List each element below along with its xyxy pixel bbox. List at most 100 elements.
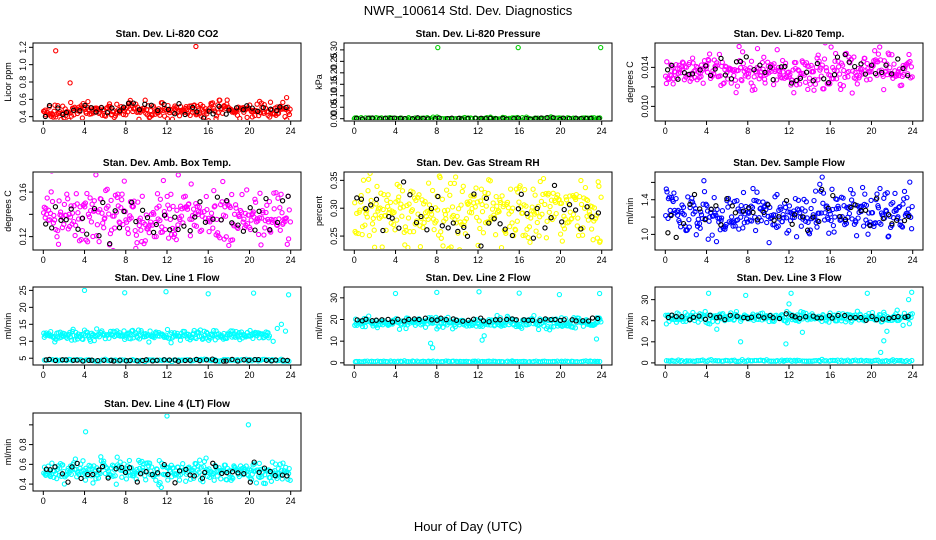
data-point	[880, 316, 886, 322]
data-point	[108, 197, 114, 204]
data-point	[739, 77, 745, 84]
data-point	[784, 357, 790, 363]
data-point	[149, 471, 155, 478]
y-tick-label: 0.30	[329, 199, 339, 217]
data-point	[363, 206, 369, 212]
data-point	[815, 77, 821, 83]
data-point	[565, 200, 572, 207]
y-axis-label: degrees C	[3, 190, 13, 232]
data-point	[252, 196, 258, 202]
data-point	[722, 226, 728, 232]
data-point	[161, 461, 167, 468]
data-point	[665, 314, 671, 321]
data-point	[247, 102, 253, 108]
data-point	[99, 112, 105, 118]
data-point	[433, 218, 439, 224]
data-point	[464, 233, 471, 239]
data-point	[808, 62, 814, 69]
data-point	[761, 209, 767, 216]
data-point	[762, 80, 768, 86]
data-point	[729, 203, 735, 209]
data-point	[482, 189, 488, 196]
scatter-points	[351, 44, 604, 120]
data-point	[451, 180, 458, 187]
data-point	[104, 110, 111, 116]
data-point	[172, 357, 178, 363]
data-point	[460, 318, 466, 324]
data-point	[353, 115, 360, 120]
data-point	[544, 218, 550, 224]
data-point	[687, 317, 693, 323]
data-point	[285, 236, 292, 242]
data-point	[582, 184, 589, 191]
data-point	[548, 215, 554, 221]
data-point	[881, 338, 887, 344]
data-point	[738, 202, 744, 209]
data-point	[504, 358, 511, 364]
data-point	[487, 115, 494, 120]
panel-grid: Stan. Dev. Li-820 CO2 0 4 8 12 16 20 24 0.4 0.6 0.…	[3, 29, 924, 506]
data-point	[425, 180, 432, 186]
data-point	[55, 105, 61, 111]
data-point	[748, 314, 755, 320]
data-point	[881, 58, 887, 64]
data-point	[146, 463, 152, 469]
data-point	[904, 357, 910, 364]
data-point	[783, 197, 790, 204]
data-point	[201, 463, 207, 470]
data-point	[391, 221, 397, 228]
data-point	[728, 76, 735, 82]
data-point	[794, 357, 800, 363]
data-point	[421, 318, 427, 324]
data-point	[68, 206, 74, 212]
data-point	[722, 72, 729, 78]
data-point	[761, 54, 767, 60]
data-point	[249, 105, 255, 111]
data-point	[476, 218, 482, 224]
data-point	[161, 212, 168, 218]
data-point	[737, 58, 744, 65]
panel-4: Stan. Dev. Amb. Box Temp. 0 4 8 12 16 20 24 0.12…	[3, 158, 302, 265]
data-point	[110, 473, 116, 479]
data-point	[407, 192, 413, 198]
data-point	[893, 217, 900, 223]
data-point	[130, 203, 137, 210]
data-point	[119, 197, 125, 203]
data-point	[412, 115, 418, 120]
data-point	[797, 75, 804, 81]
data-point	[886, 233, 892, 239]
y-axis-label: ml/min	[625, 198, 635, 225]
data-point	[167, 216, 174, 223]
data-point	[909, 289, 915, 295]
data-point	[854, 81, 860, 87]
data-point	[776, 315, 783, 322]
data-point	[118, 204, 124, 211]
data-point	[146, 339, 152, 345]
data-point	[369, 221, 376, 227]
data-point	[874, 195, 880, 201]
x-tick-label: 12	[162, 496, 172, 506]
data-point	[445, 246, 451, 249]
data-point	[491, 216, 497, 222]
data-point	[679, 314, 685, 320]
data-point	[125, 100, 132, 106]
x-tick-label: 12	[784, 126, 794, 136]
data-point	[572, 325, 579, 331]
data-point	[55, 241, 62, 247]
data-point	[362, 222, 368, 228]
data-point	[525, 234, 531, 241]
y-axis-label: percent	[314, 195, 324, 226]
data-point	[835, 312, 841, 319]
data-point	[492, 232, 499, 238]
data-point	[902, 314, 908, 320]
x-tick-label: 4	[82, 126, 87, 136]
data-point	[448, 244, 454, 249]
figure-title: NWR_100614 Std. Dev. Diagnostics	[364, 3, 573, 18]
data-point	[353, 230, 359, 236]
data-point	[176, 468, 183, 474]
data-point	[700, 80, 706, 86]
data-point	[899, 224, 906, 230]
data-point	[246, 357, 252, 363]
data-point	[401, 318, 407, 324]
y-tick-label: 0.16	[18, 183, 28, 201]
